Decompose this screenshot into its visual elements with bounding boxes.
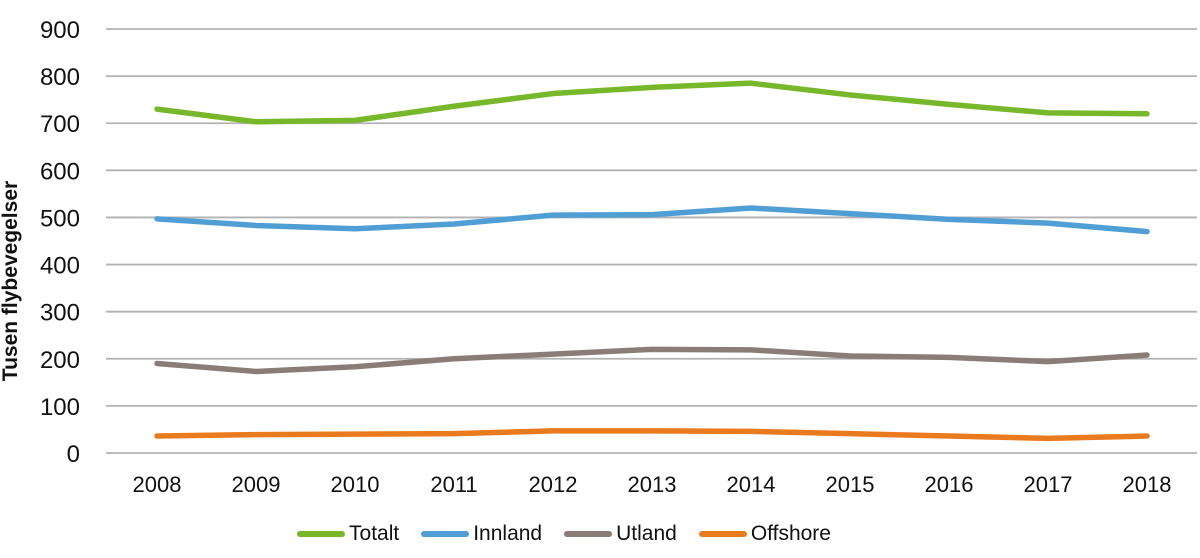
x-tick-label: 2014	[727, 472, 776, 497]
x-tick-label: 2016	[925, 472, 974, 497]
y-tick-label: 400	[40, 253, 80, 280]
gridlines	[106, 28, 1197, 454]
legend-item-utland: Utland	[564, 521, 677, 547]
x-axis-tick-labels: 2008 2009 2010 2011 2012 2013 2014 2015 2016 2017…	[133, 472, 1172, 497]
legend-swatch-offshore	[698, 530, 747, 538]
legend-item-offshore: Offshore	[698, 521, 831, 547]
x-tick-label: 2008	[133, 472, 182, 497]
y-tick-label: 0	[67, 441, 80, 468]
x-tick-label: 2018	[1123, 472, 1172, 497]
y-axis-title: Tusen flybevegelser	[0, 181, 22, 381]
y-tick-label: 900	[40, 17, 80, 44]
x-tick-label: 2015	[826, 472, 875, 497]
x-tick-label: 2011	[430, 472, 477, 497]
legend-label: Offshore	[750, 522, 831, 545]
y-tick-label: 600	[40, 158, 80, 185]
y-tick-label: 700	[40, 111, 80, 138]
y-tick-label: 200	[40, 347, 80, 374]
y-tick-label: 300	[40, 300, 80, 327]
legend-label: Totalt	[349, 522, 400, 545]
x-tick-label: 2013	[628, 472, 677, 497]
series-line-innland	[154, 205, 1150, 235]
y-tick-label: 500	[40, 205, 80, 232]
y-axis-tick-labels: 900 800 700 600 500 400 300 200 100 0	[40, 17, 80, 468]
y-tick-label: 800	[40, 64, 80, 91]
legend-swatch-innland	[421, 530, 470, 538]
legend-item-innland: Innland	[421, 521, 542, 547]
series-line-totalt	[154, 80, 1150, 125]
legend-swatch-utland	[564, 530, 613, 538]
series-line-offshore	[154, 428, 1150, 442]
series-line-utland	[154, 346, 1150, 375]
x-tick-label: 2009	[232, 472, 281, 497]
legend-label: Utland	[616, 522, 677, 545]
legend-label: Innland	[473, 522, 543, 545]
x-tick-label: 2012	[529, 472, 578, 497]
legend-item-totalt: Totalt	[297, 521, 399, 547]
series-lines	[154, 80, 1150, 442]
x-tick-label: 2017	[1024, 472, 1073, 497]
legend: Totalt Innland Utland Offshore	[0, 521, 1164, 547]
legend-swatch-totalt	[297, 530, 346, 538]
y-tick-label: 100	[40, 394, 80, 421]
x-tick-label: 2010	[331, 472, 380, 497]
